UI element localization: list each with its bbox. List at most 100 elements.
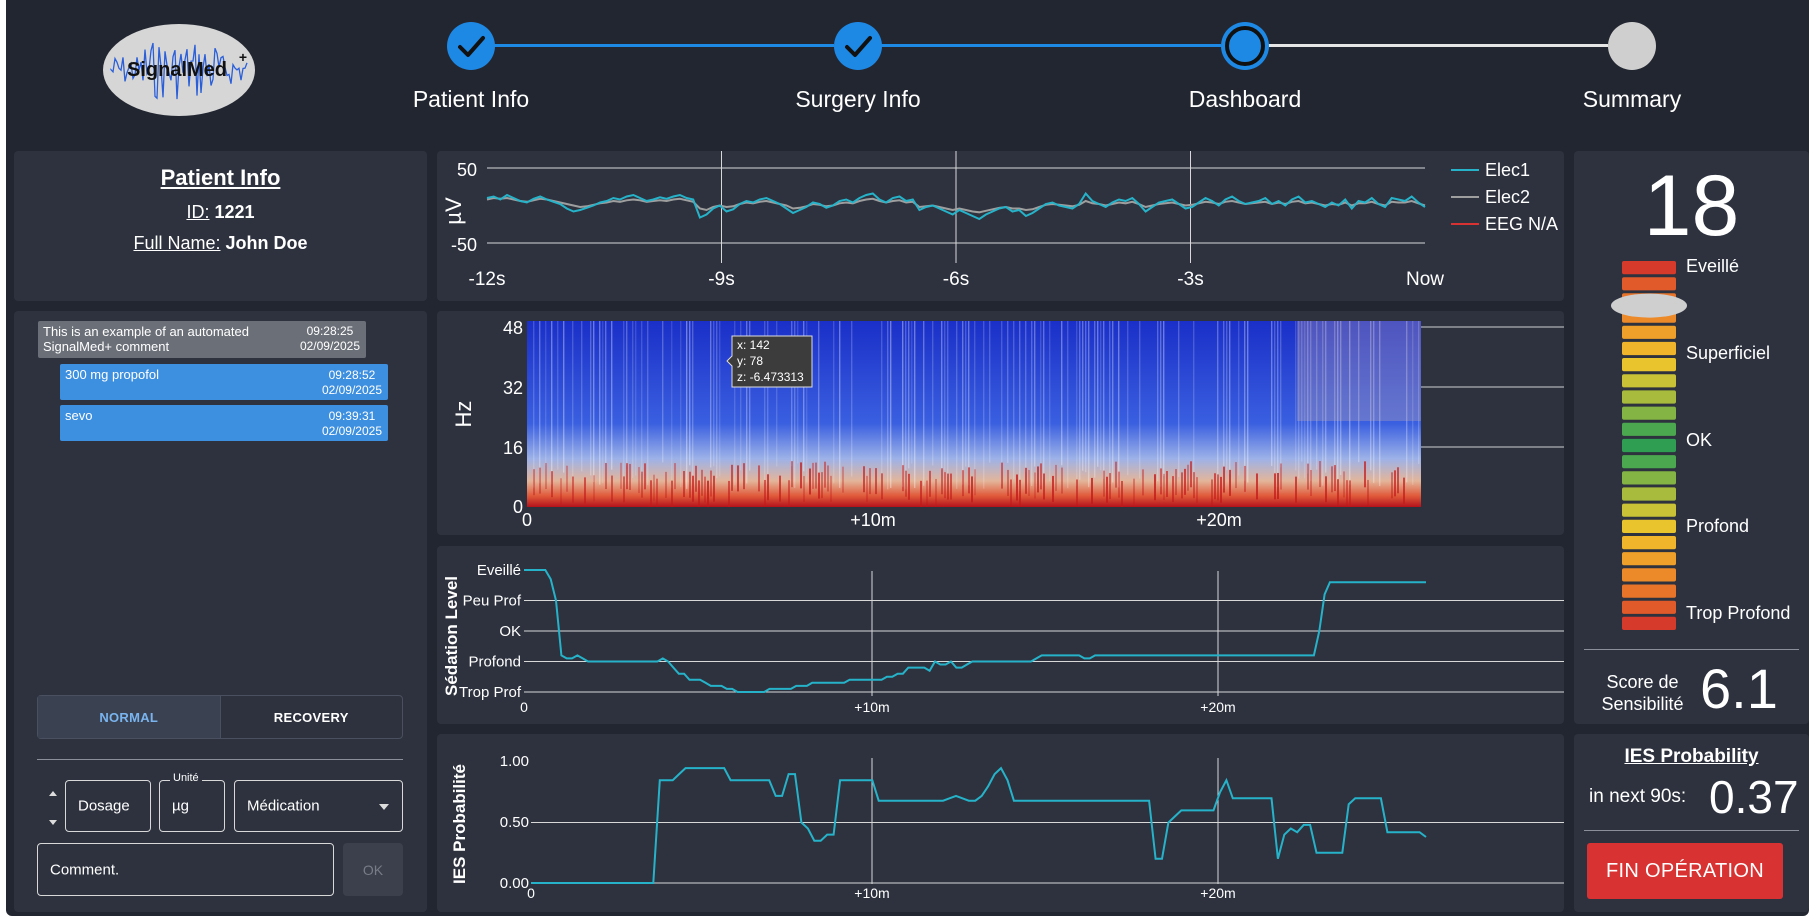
svg-text:z: -6.473313: z: -6.473313 — [737, 370, 804, 384]
patient-name-value: John Doe — [225, 233, 308, 253]
patient-name-label: Full Name: — [133, 233, 221, 253]
comment-time: 09:39:31 — [328, 409, 376, 423]
ies-series — [531, 766, 1427, 884]
legend-elec2: Elec2 — [1485, 187, 1530, 207]
patient-info-panel: Patient Info ID: 1221 Full Name: John Do… — [14, 151, 427, 301]
step-surgery-info[interactable] — [834, 22, 882, 70]
comment-date: 02/09/2025 — [321, 383, 382, 397]
app-window: SignalMed + Patient Info Surgery Info Da… — [6, 0, 1809, 916]
sensitivity-value: 6.1 — [1700, 657, 1778, 720]
divider — [1584, 830, 1799, 831]
patient-name-row: Full Name: John Doe — [14, 233, 427, 254]
gauge-marker — [1611, 293, 1687, 318]
sed-xtick: +10m — [854, 699, 889, 715]
mode-toggle: NORMAL RECOVERY — [37, 695, 403, 739]
patient-id-row: ID: 1221 — [14, 202, 427, 223]
comment-time: 09:28:52 — [328, 368, 376, 382]
comment-input[interactable]: Comment. — [37, 843, 334, 896]
comment-text: 300 mg propofol — [65, 367, 159, 382]
medication-placeholder: Médication — [247, 797, 320, 815]
comment-placeholder: Comment. — [50, 861, 120, 878]
step-dashboard[interactable] — [1221, 22, 1269, 70]
comment-item-propofol[interactable]: 300 mg propofol 09:28:52 02/09/2025 — [60, 364, 388, 400]
svg-text:SignalMed: SignalMed — [127, 59, 227, 81]
spectrogram-tooltip: x: 142 y: 78 z: -6.473313 — [726, 335, 813, 388]
dosage-input[interactable]: Dosage — [65, 780, 151, 832]
signalmed-logo: SignalMed + — [101, 22, 257, 118]
eeg-ylabel: µV — [441, 197, 466, 225]
arrow-up-icon — [49, 791, 57, 796]
step-connector-3 — [1245, 44, 1608, 47]
spec-ytick: 0 — [513, 497, 523, 517]
comment-time: 09:28:25 — [306, 324, 354, 338]
comment-item-sevo[interactable]: sevo 09:39:31 02/09/2025 — [60, 405, 388, 441]
ies-probability-title: IES Probability — [1624, 746, 1759, 767]
dosage-stepper[interactable] — [46, 786, 60, 830]
end-operation-button[interactable]: FIN OPÉRATION — [1587, 843, 1783, 899]
medication-select[interactable]: Médication — [234, 780, 403, 832]
sedation-series — [524, 569, 1426, 693]
patient-id-value: 1221 — [214, 202, 255, 222]
spectrogram-image — [527, 321, 1421, 507]
gauge-level-label: Trop Profond — [1686, 603, 1790, 623]
ies-ytick: 0.50 — [500, 814, 529, 831]
spectrogram-panel: Hz 48 32 16 0 0 +10m +20m x: 142 y: 78 z… — [437, 311, 1564, 535]
sed-ytick: OK — [499, 623, 521, 640]
eeg-ytick: 50 — [457, 160, 477, 180]
ies-probability-label: in next 90s: — [1589, 786, 1687, 807]
mode-normal-button[interactable]: NORMAL — [38, 696, 221, 738]
ies-chart-panel: IES Probabilité 1.00 0.50 0.00 0 +10m +2… — [437, 734, 1564, 912]
divider — [1584, 649, 1799, 650]
gauge-level-label: Superficiel — [1686, 343, 1770, 363]
sedation-ylabel: Sédation Level — [442, 576, 461, 696]
ies-probability-value: 0.37 — [1709, 771, 1799, 823]
comment-date: 02/09/2025 — [321, 424, 382, 438]
step-summary[interactable] — [1608, 22, 1656, 70]
step-label-surgery-info: Surgery Info — [795, 86, 921, 112]
spec-ytick: 16 — [503, 438, 523, 458]
svg-text:y: 78: y: 78 — [737, 354, 763, 368]
mode-recovery-button[interactable]: RECOVERY — [273, 709, 349, 725]
check-icon — [845, 36, 872, 57]
gauge-level-label: Profond — [1686, 516, 1749, 536]
step-patient-info[interactable] — [447, 22, 495, 70]
comment-item-auto[interactable]: This is an example of an automated Signal… — [38, 321, 366, 358]
sedation-chart-panel: Sédation Level Eveillé Peu Prof OK Profond T… — [437, 546, 1564, 724]
svg-text:+: + — [239, 49, 247, 65]
spectrogram-ylabel: Hz — [451, 401, 476, 428]
sed-ytick: Eveillé — [477, 562, 521, 579]
dosage-placeholder: Dosage — [78, 797, 130, 815]
unit-field[interactable]: Unité µg — [159, 772, 225, 832]
check-icon — [458, 36, 485, 57]
spec-xtick: +10m — [850, 510, 896, 530]
unit-value: µg — [172, 797, 189, 815]
sed-ytick: Peu Prof — [463, 593, 522, 610]
score-value: 18 — [1643, 158, 1740, 254]
legend-eeg-na: EEG N/A — [1485, 214, 1558, 234]
ok-button[interactable]: OK — [343, 843, 403, 896]
ies-xtick: 0 — [527, 885, 535, 901]
sed-ytick: Trop Prof — [459, 684, 522, 701]
step-label-dashboard: Dashboard — [1188, 86, 1302, 112]
legend-elec1: Elec1 — [1485, 160, 1530, 180]
ies-ytick: 0.00 — [500, 875, 529, 892]
score-panel: 18 Eveillé Superficiel OK Profond Trop P… — [1574, 151, 1809, 724]
eeg-xtick: -9s — [708, 269, 734, 290]
gauge-level-label: OK — [1686, 430, 1712, 450]
spec-xtick: 0 — [522, 510, 532, 530]
arrow-down-icon — [49, 820, 57, 825]
divider — [37, 759, 403, 760]
stepper: SignalMed + Patient Info Surgery Info Da… — [6, 0, 1809, 140]
eeg-xtick: -3s — [1177, 269, 1203, 290]
ies-ylabel: IES Probabilité — [450, 764, 469, 884]
eeg-xtick: -12s — [469, 269, 506, 290]
caret-down-icon — [379, 804, 389, 810]
eeg-xtick: -6s — [943, 269, 969, 290]
ies-xtick: +10m — [854, 885, 889, 901]
patient-info-title: Patient Info — [160, 165, 281, 190]
gauge-level-label: Eveillé — [1686, 259, 1739, 276]
comment-text: sevo — [65, 408, 93, 423]
step-connector-2 — [858, 44, 1221, 47]
sensitivity-label: Score de Sensibilité — [1601, 672, 1684, 714]
step-label-summary: Summary — [1582, 86, 1682, 112]
